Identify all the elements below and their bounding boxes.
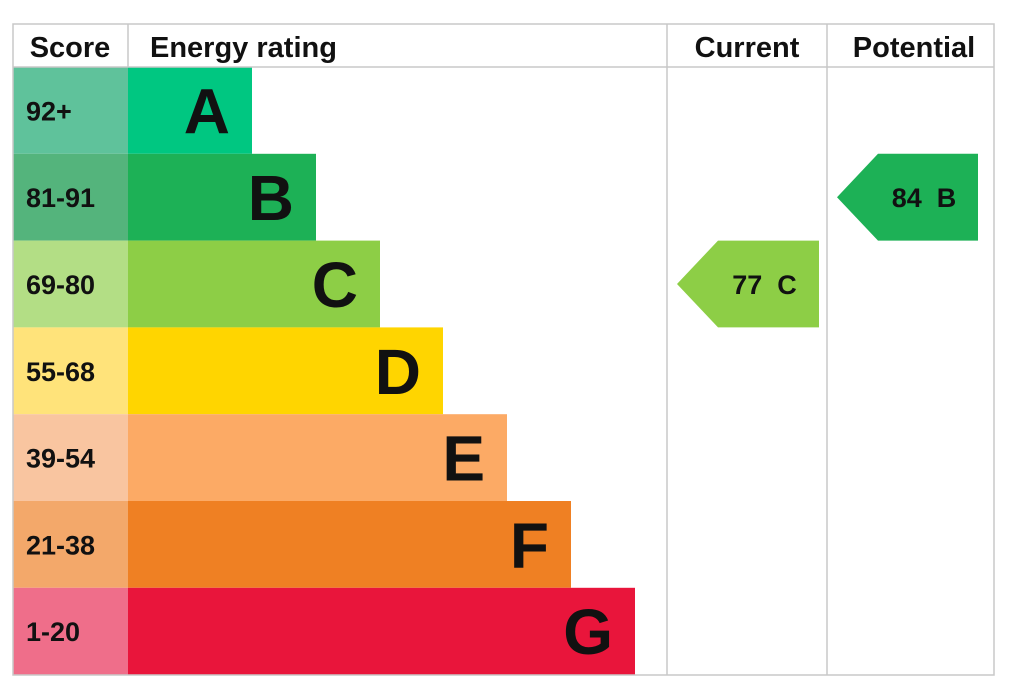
current-rating-label: 77 C — [732, 270, 797, 300]
band-a: 92+ A — [13, 67, 252, 154]
score-cell-g — [13, 587, 128, 675]
band-b: 81-91 B — [13, 153, 316, 241]
current-rating-arrow — [677, 240, 819, 328]
band-c: 69-80 C — [13, 240, 380, 328]
rating-bar-f — [128, 501, 571, 588]
table-grid — [12, 23, 995, 676]
header-score: Score — [30, 32, 111, 64]
rating-bar-d — [128, 327, 443, 415]
rating-letter-e: E — [442, 423, 485, 495]
rating-bar-g — [128, 587, 635, 675]
score-cell-b — [13, 153, 128, 241]
score-range-b: 81-91 — [26, 183, 95, 213]
potential-rating-arrow — [837, 153, 978, 241]
rating-letter-g: G — [563, 596, 613, 668]
header-potential: Potential — [853, 32, 975, 64]
current-rating-marker: 77 C — [677, 240, 819, 328]
rating-letter-d: D — [375, 336, 421, 408]
score-range-c: 69-80 — [26, 270, 95, 300]
rating-bar-a — [128, 67, 252, 154]
score-range-a: 92+ — [26, 96, 72, 126]
rating-letter-b: B — [248, 162, 294, 234]
rating-letter-f: F — [510, 509, 549, 581]
potential-rating-label: 84 B — [892, 183, 957, 213]
score-cell-f — [13, 501, 128, 588]
band-e: 39-54 E — [13, 414, 507, 501]
rating-letter-c: C — [312, 249, 358, 321]
header-row: Score Energy rating Current Potential — [30, 32, 976, 64]
score-range-g: 1-20 — [26, 617, 80, 647]
rating-bands: 92+ A 81-91 B 69-80 C 55-68 D 39-54 E 21-38 F 1-20 G — [13, 67, 635, 675]
score-range-e: 39-54 — [26, 444, 95, 474]
score-cell-e — [13, 414, 128, 501]
score-range-f: 21-38 — [26, 530, 95, 560]
score-cell-d — [13, 327, 128, 415]
score-range-d: 55-68 — [26, 357, 95, 387]
band-g: 1-20 G — [13, 587, 635, 675]
band-d: 55-68 D — [13, 327, 443, 415]
rating-letter-a: A — [184, 75, 230, 147]
header-energy-rating: Energy rating — [150, 32, 337, 64]
rating-bar-b — [128, 153, 316, 241]
header-current: Current — [695, 32, 800, 64]
band-f: 21-38 F — [13, 501, 571, 588]
rating-bar-e — [128, 414, 507, 501]
score-cell-c — [13, 240, 128, 328]
rating-bar-c — [128, 240, 380, 328]
potential-rating-marker: 84 B — [837, 153, 978, 241]
score-cell-a — [13, 67, 128, 154]
